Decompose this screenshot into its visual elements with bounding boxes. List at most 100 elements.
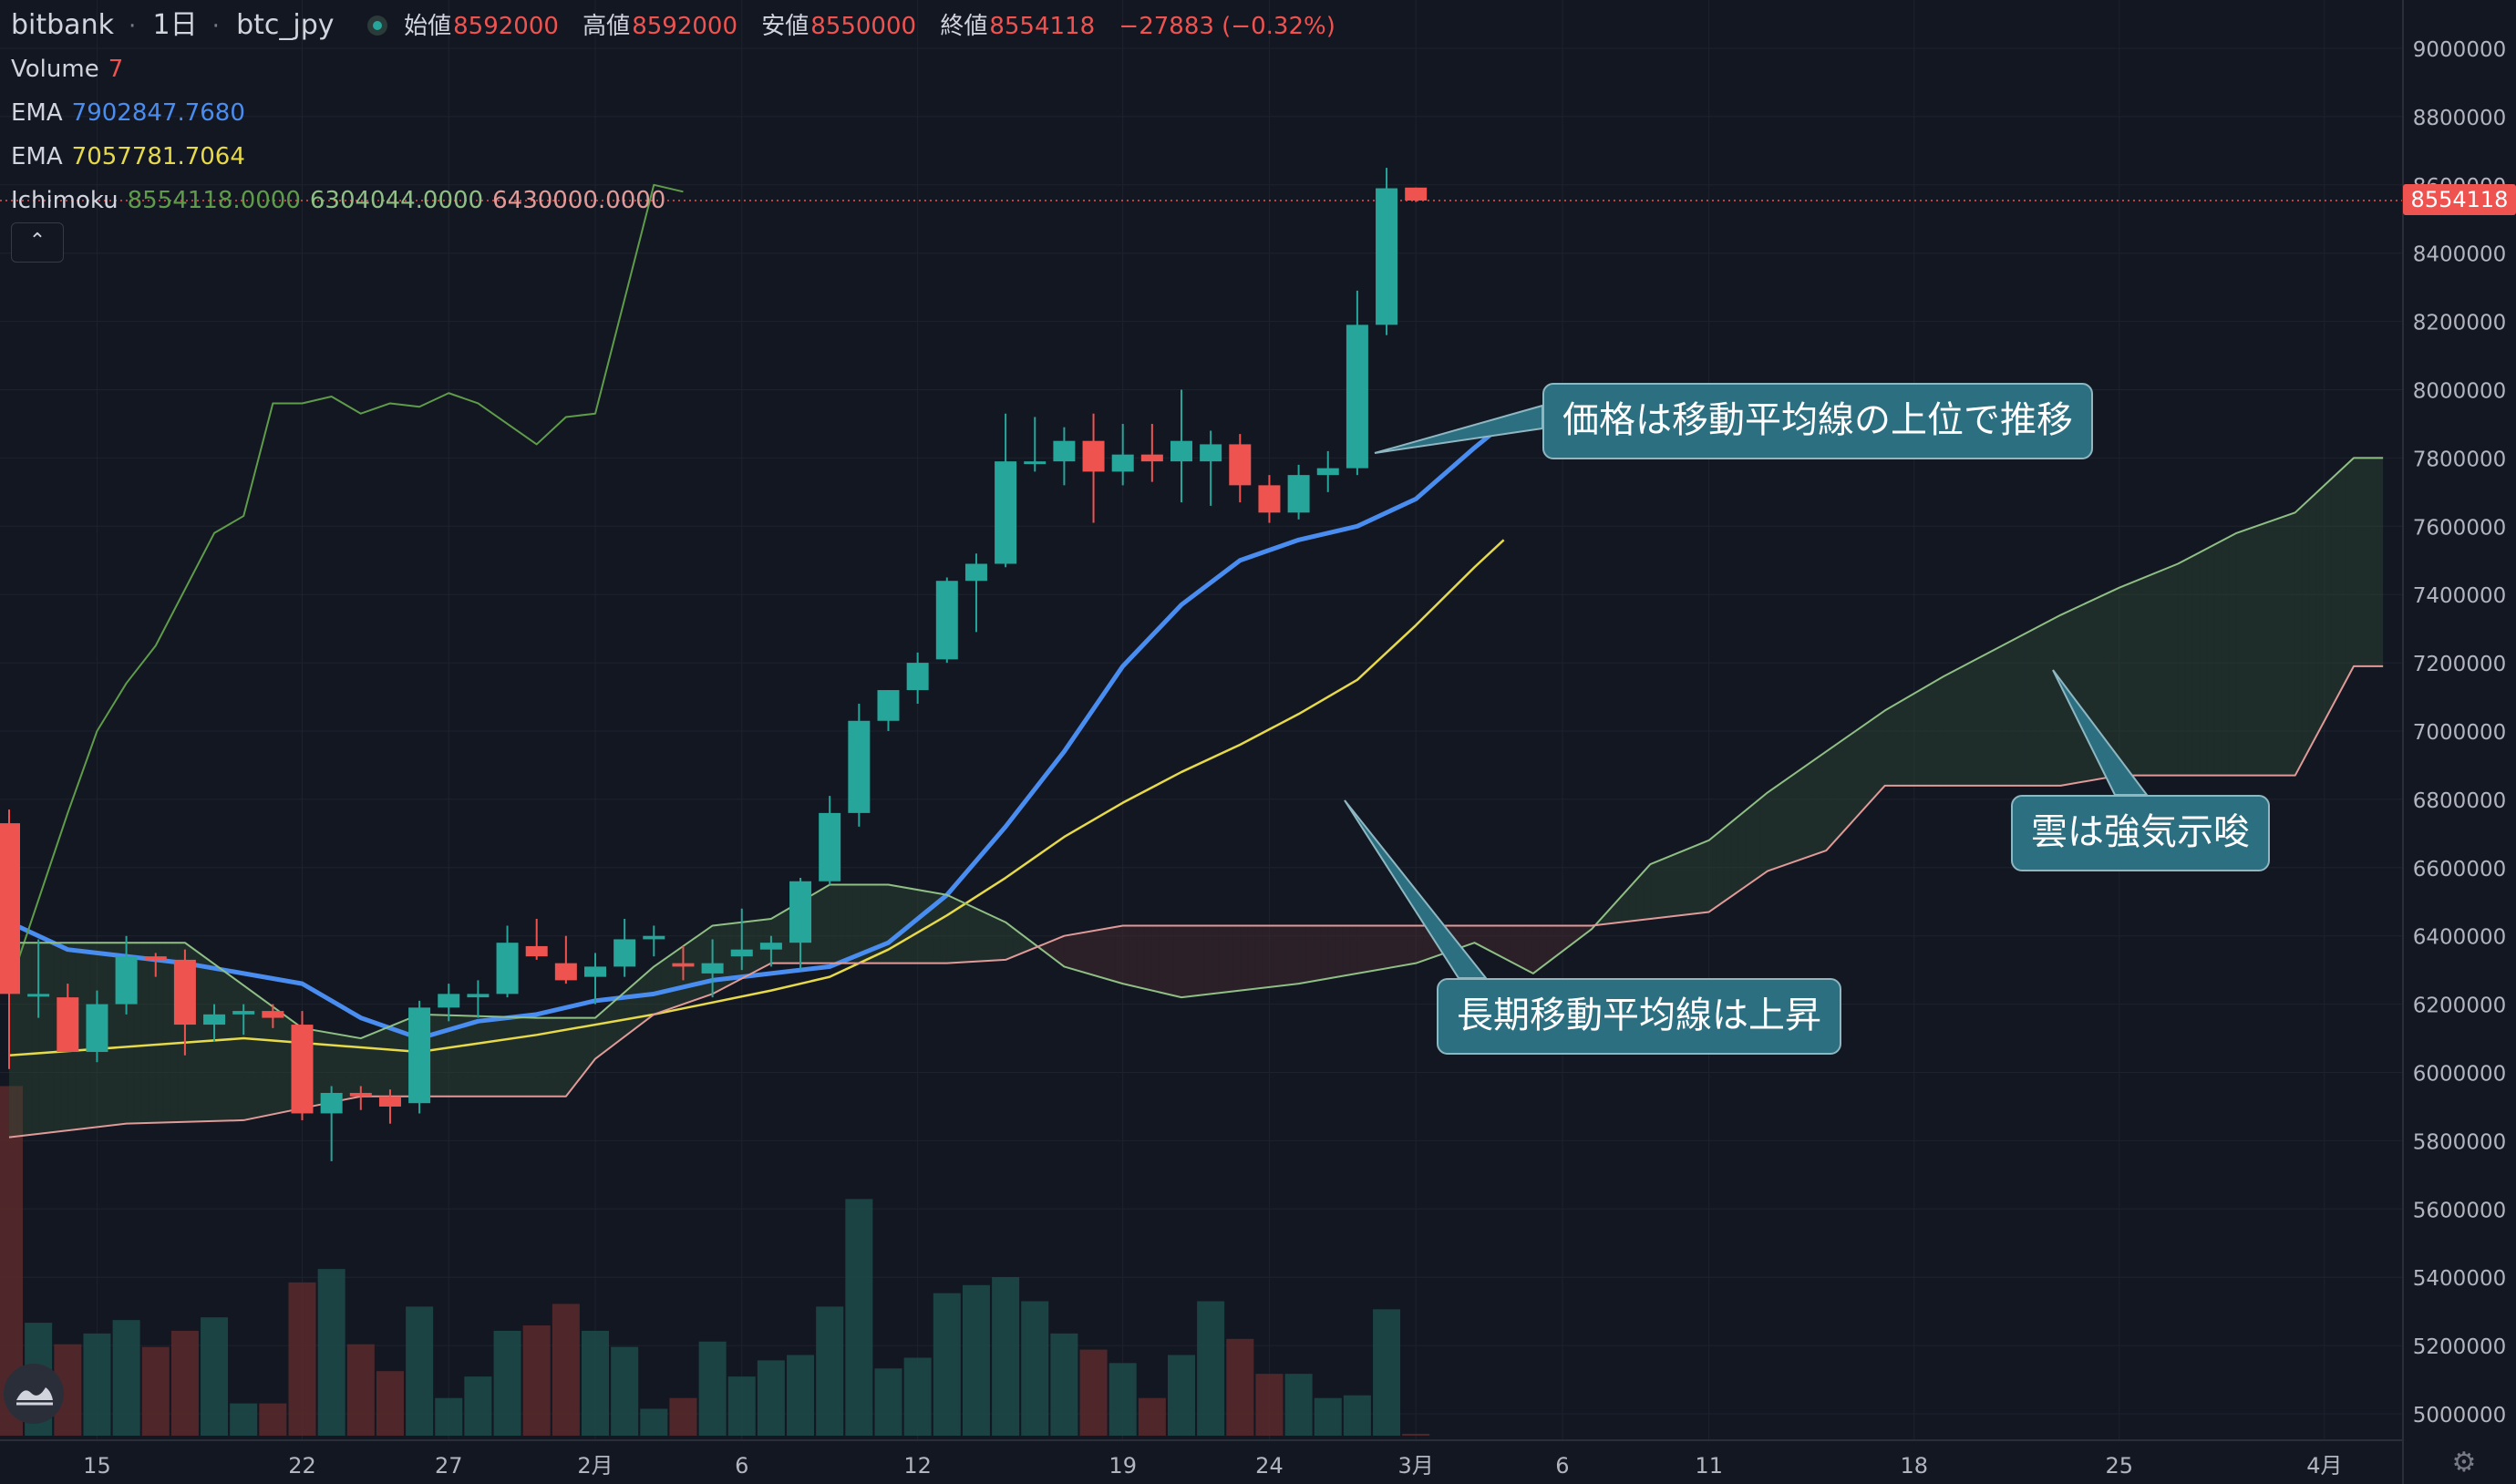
- volume-bar: [112, 1320, 140, 1436]
- cloud-segment: [2302, 499, 2310, 762]
- candle-body: [554, 963, 577, 981]
- cloud-segment: [1899, 697, 1907, 786]
- ema-fast-legend[interactable]: EMA 7902847.7680: [11, 91, 1352, 135]
- volume-legend[interactable]: Volume 7: [11, 47, 1352, 91]
- volume-bar: [933, 1293, 961, 1436]
- cloud-segment: [2346, 458, 2354, 680]
- volume-bar: [230, 1403, 258, 1436]
- cloud-segment: [1980, 653, 1988, 786]
- cloud-segment: [24, 943, 32, 1136]
- cloud-segment: [31, 943, 39, 1135]
- y-tick-label: 5600000: [2413, 1199, 2506, 1222]
- cloud-segment: [2265, 520, 2274, 776]
- x-tick-label: 4月: [2306, 1453, 2342, 1479]
- cloud-segment: [214, 964, 222, 1121]
- cloud-segment: [1232, 925, 1241, 992]
- volume-bar: [1402, 1433, 1430, 1436]
- chevron-up-icon[interactable]: ⌃: [11, 222, 64, 263]
- cloud-segment: [1797, 767, 1805, 861]
- symbol-name[interactable]: btc_jpy: [236, 9, 335, 41]
- callout-long-ma-rising: 長期移動平均線は上昇: [1437, 978, 1841, 1055]
- cloud-segment: [2060, 611, 2068, 786]
- series-line-3: [9, 457, 2384, 1040]
- candle-body: [438, 994, 460, 1008]
- cloud-segment: [1254, 925, 1263, 989]
- y-tick-label: 7000000: [2413, 721, 2506, 745]
- exchange-name[interactable]: bitbank: [11, 9, 114, 41]
- cloud-segment: [507, 1016, 515, 1097]
- cloud-segment: [1129, 925, 1138, 987]
- cloud-segment: [910, 888, 918, 964]
- cloud-segment: [1379, 925, 1387, 970]
- cloud-segment: [2192, 551, 2201, 776]
- chart-legend: bitbank · 1日 · btc_jpy 始値8592000 高値8592000…: [11, 4, 1352, 222]
- cloud-segment: [1364, 925, 1372, 973]
- candle-body: [496, 943, 519, 994]
- candle-body: [1200, 444, 1222, 462]
- cloud-segment: [954, 898, 962, 964]
- cloud-segment: [1995, 645, 2003, 786]
- candle-body: [1316, 468, 1339, 476]
- interval-label[interactable]: 1日: [152, 9, 198, 41]
- volume-bar: [816, 1306, 844, 1436]
- cloud-segment: [1935, 676, 1944, 786]
- cloud-segment: [1005, 922, 1014, 960]
- cloud-segment: [222, 969, 230, 1121]
- cloud-segment: [1511, 925, 1519, 966]
- ichimoku-legend[interactable]: Ichimoku 8554118.0000 6304044.0000 6430000.…: [11, 179, 1352, 222]
- cloud-segment: [1973, 657, 1981, 786]
- cloud-segment: [1819, 751, 1827, 853]
- cloud-segment: [1203, 925, 1212, 995]
- series-line-0: [7, 422, 1506, 1041]
- cloud-segment: [1928, 680, 1936, 786]
- volume-bar: [1226, 1338, 1254, 1436]
- volume-bar: [698, 1341, 727, 1436]
- cloud-segment: [565, 1017, 573, 1097]
- indicator-lines: [0, 183, 2403, 1139]
- cloud-segment: [2214, 541, 2222, 776]
- candle-body: [115, 956, 138, 1005]
- cloud-segment: [727, 922, 735, 986]
- cloud-segment: [572, 1017, 581, 1087]
- last-price-tag: 8554118: [2403, 184, 2516, 215]
- cloud-segment: [2002, 642, 2010, 786]
- cloud-segment: [1906, 693, 1914, 786]
- cloud-segment: [1122, 925, 1130, 986]
- cloud-segment: [1159, 925, 1167, 994]
- cloud-segment: [1855, 726, 1863, 819]
- cloud-segment: [1628, 880, 1636, 922]
- candle-body: [144, 956, 167, 960]
- tradingview-logo-icon[interactable]: [4, 1364, 64, 1424]
- candle-body: [378, 1096, 401, 1107]
- x-tick-label: 12: [903, 1453, 932, 1479]
- cloud-segment: [1782, 777, 1790, 866]
- candle-body: [262, 1011, 284, 1018]
- cloud-segment: [610, 998, 618, 1048]
- cloud-segment: [500, 1016, 508, 1097]
- cloud-segment: [983, 912, 992, 962]
- candle-body: [0, 823, 20, 994]
- cloud-segment: [367, 1032, 376, 1097]
- low-label: 安値: [761, 13, 809, 40]
- ema-slow-legend[interactable]: EMA 7057781.7064: [11, 135, 1352, 179]
- cloud-segment: [595, 1011, 603, 1059]
- y-tick-label: 5800000: [2413, 1130, 2506, 1154]
- candle-body: [173, 959, 196, 1025]
- cloud-segment: [2200, 548, 2208, 776]
- cloud-segment: [1518, 925, 1526, 970]
- cloud-segment: [1532, 925, 1541, 974]
- cloud-segment: [382, 1025, 390, 1097]
- volume-bar: [170, 1330, 199, 1436]
- cloud-segment: [1635, 871, 1644, 921]
- volume-bar: [259, 1403, 287, 1436]
- volume-bar: [1021, 1301, 1049, 1436]
- cloud-segment: [1474, 925, 1482, 947]
- gear-icon[interactable]: ⚙: [2451, 1447, 2477, 1479]
- cloud-segment: [770, 914, 779, 964]
- cloud-segment: [324, 1032, 332, 1104]
- cloud-segment: [1841, 736, 1849, 835]
- cloud-segment: [2163, 566, 2171, 776]
- cloud-segment: [1745, 804, 1753, 887]
- cloud-segment: [1657, 858, 1665, 919]
